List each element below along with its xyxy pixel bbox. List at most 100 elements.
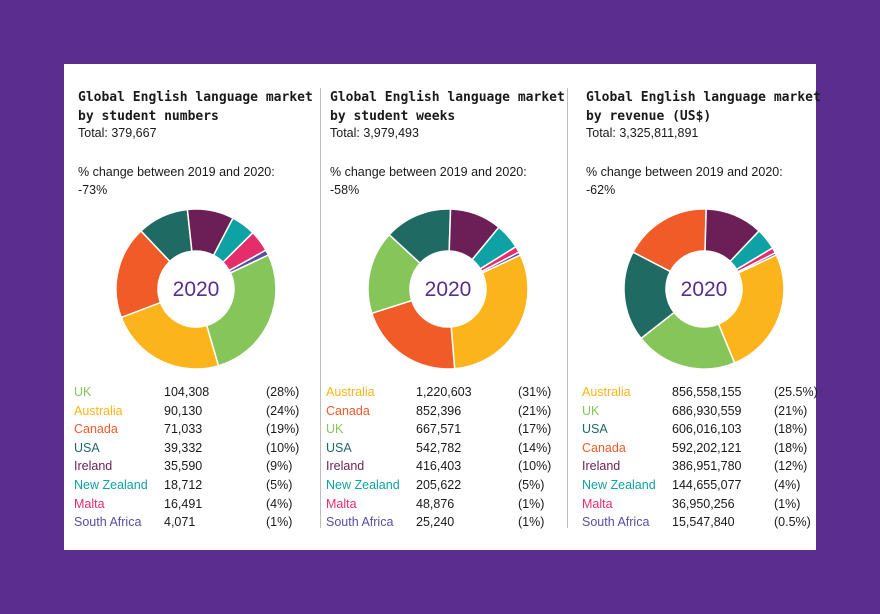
legend-percent: (21%) — [774, 403, 808, 418]
legend-value: 104,308 — [164, 385, 210, 399]
slice-south-africa — [736, 251, 778, 274]
legend-value: 35,590 — [164, 459, 203, 474]
legend-label: UK — [582, 403, 600, 418]
chart-total: Total: 3,325,811,891 — [586, 126, 699, 140]
slice-south-africa — [228, 249, 270, 274]
legend-row-usa: USA 542,782 (14%) — [326, 441, 576, 459]
legend-percent: (19%) — [266, 422, 300, 437]
legend-row-new-zealand: New Zealand 205,622 (5%) — [326, 478, 576, 496]
legend-row-uk: UK 686,930,559 (21%) — [582, 404, 832, 422]
legend-label: Australia — [326, 385, 375, 399]
legend-label: South Africa — [326, 515, 394, 530]
legend-value: 4,071 — [164, 515, 196, 530]
legend-value: 205,622 — [416, 478, 462, 492]
legend-label: New Zealand — [326, 478, 400, 492]
slice-uk — [205, 253, 277, 367]
donut-chart: 2020 — [115, 208, 277, 370]
legend-label: Ireland — [582, 459, 621, 474]
legend-row-australia: Australia 856,558,155 (25.5%) — [582, 385, 832, 403]
legend-label: South Africa — [582, 515, 650, 530]
legend-label: USA — [74, 440, 100, 455]
legend-percent: (25.5%) — [774, 385, 818, 399]
chart-change: % change between 2019 and 2020: -58% — [330, 165, 527, 197]
legend-label: USA — [582, 422, 608, 437]
legend-percent: (4%) — [774, 478, 801, 492]
legend-row-new-zealand: New Zealand 18,712 (5%) — [74, 478, 324, 496]
legend-percent: (14%) — [518, 440, 552, 455]
legend-percent: (1%) — [266, 515, 293, 530]
legend-row-usa: USA 606,016,103 (18%) — [582, 422, 832, 440]
legend-label: South Africa — [74, 515, 142, 530]
chart-total: Total: 379,667 — [78, 126, 157, 140]
legend-value: 852,396 — [416, 403, 462, 418]
legend-row-new-zealand: New Zealand 144,655,077 (4%) — [582, 478, 832, 496]
legend-row-malta: Malta 36,950,256 (1%) — [582, 497, 832, 515]
legend-row-canada: Canada 71,033 (19%) — [74, 422, 324, 440]
donut-center-label: 2020 — [173, 278, 220, 301]
legend-row-south-africa: South Africa 4,071 (1%) — [74, 515, 324, 533]
legend-label: Malta — [74, 496, 105, 511]
legend-row-malta: Malta 16,491 (4%) — [74, 497, 324, 515]
legend-row-uk: UK 104,308 (28%) — [74, 385, 324, 403]
legend-percent: (1%) — [774, 496, 801, 511]
legend-row-ireland: Ireland 416,403 (10%) — [326, 459, 576, 477]
chart-title: Global English language market by studen… — [330, 90, 565, 124]
legend-percent: (31%) — [518, 385, 552, 399]
legend-label: Ireland — [326, 459, 365, 474]
slice-australia — [120, 301, 220, 370]
legend-value: 1,220,603 — [416, 385, 472, 399]
legend-value: 856,558,155 — [672, 385, 742, 399]
legend-label: Canada — [74, 422, 118, 437]
legend-value: 39,332 — [164, 440, 203, 455]
legend-value: 90,130 — [164, 403, 203, 418]
legend-value: 686,930,559 — [672, 403, 742, 418]
legend-row-usa: USA 39,332 (10%) — [74, 441, 324, 459]
legend-value: 667,571 — [416, 422, 462, 437]
donut-center-label: 2020 — [425, 278, 472, 301]
legend-percent: (28%) — [266, 385, 300, 399]
chart-title: Global English language market by revenu… — [586, 90, 821, 124]
legend-percent: (0.5%) — [774, 515, 811, 530]
legend-percent: (5%) — [266, 478, 293, 492]
legend-percent: (5%) — [518, 478, 545, 492]
chart-total: Total: 3,979,493 — [330, 126, 419, 140]
infographic-card: Global English language market by studen… — [64, 64, 821, 550]
legend-row-ireland: Ireland 35,590 (9%) — [74, 459, 324, 477]
legend-percent: (10%) — [518, 459, 552, 474]
legend-label: UK — [326, 422, 344, 437]
legend-percent: (21%) — [518, 403, 552, 418]
legend-percent: (12%) — [774, 459, 808, 474]
chart-change: % change between 2019 and 2020: -62% — [586, 165, 783, 197]
column-divider — [320, 88, 321, 528]
donut-center-label: 2020 — [681, 278, 728, 301]
legend-label: Australia — [74, 403, 123, 418]
legend-value: 18,712 — [164, 478, 203, 492]
legend-label: Ireland — [74, 459, 113, 474]
legend-row-malta: Malta 48,876 (1%) — [326, 497, 576, 515]
slice-canada — [370, 299, 456, 370]
legend-percent: (18%) — [774, 440, 808, 455]
legend-label: Malta — [326, 496, 357, 511]
legend-value: 606,016,103 — [672, 422, 742, 437]
column-divider — [567, 88, 568, 528]
legend-row-canada: Canada 592,202,121 (18%) — [582, 441, 832, 459]
legend-label: New Zealand — [582, 478, 656, 492]
legend-value: 36,950,256 — [672, 496, 735, 511]
legend-percent: (1%) — [518, 515, 545, 530]
legend-label: UK — [74, 385, 92, 399]
legend-label: Canada — [326, 403, 370, 418]
legend-percent: (17%) — [518, 422, 552, 437]
legend-percent: (18%) — [774, 422, 808, 437]
legend-value: 48,876 — [416, 496, 455, 511]
donut-chart: 2020 — [623, 208, 785, 370]
legend-row-canada: Canada 852,396 (21%) — [326, 404, 576, 422]
legend-value: 25,240 — [416, 515, 455, 530]
legend-value: 15,547,840 — [672, 515, 735, 530]
slice-australia — [717, 253, 785, 364]
legend-label: New Zealand — [74, 478, 148, 492]
legend-value: 386,951,780 — [672, 459, 742, 474]
legend-value: 71,033 — [164, 422, 203, 437]
legend-row-ireland: Ireland 386,951,780 (12%) — [582, 459, 832, 477]
legend-label: Australia — [582, 385, 631, 399]
chart-revenue: Global English language market by revenu… — [582, 64, 832, 550]
